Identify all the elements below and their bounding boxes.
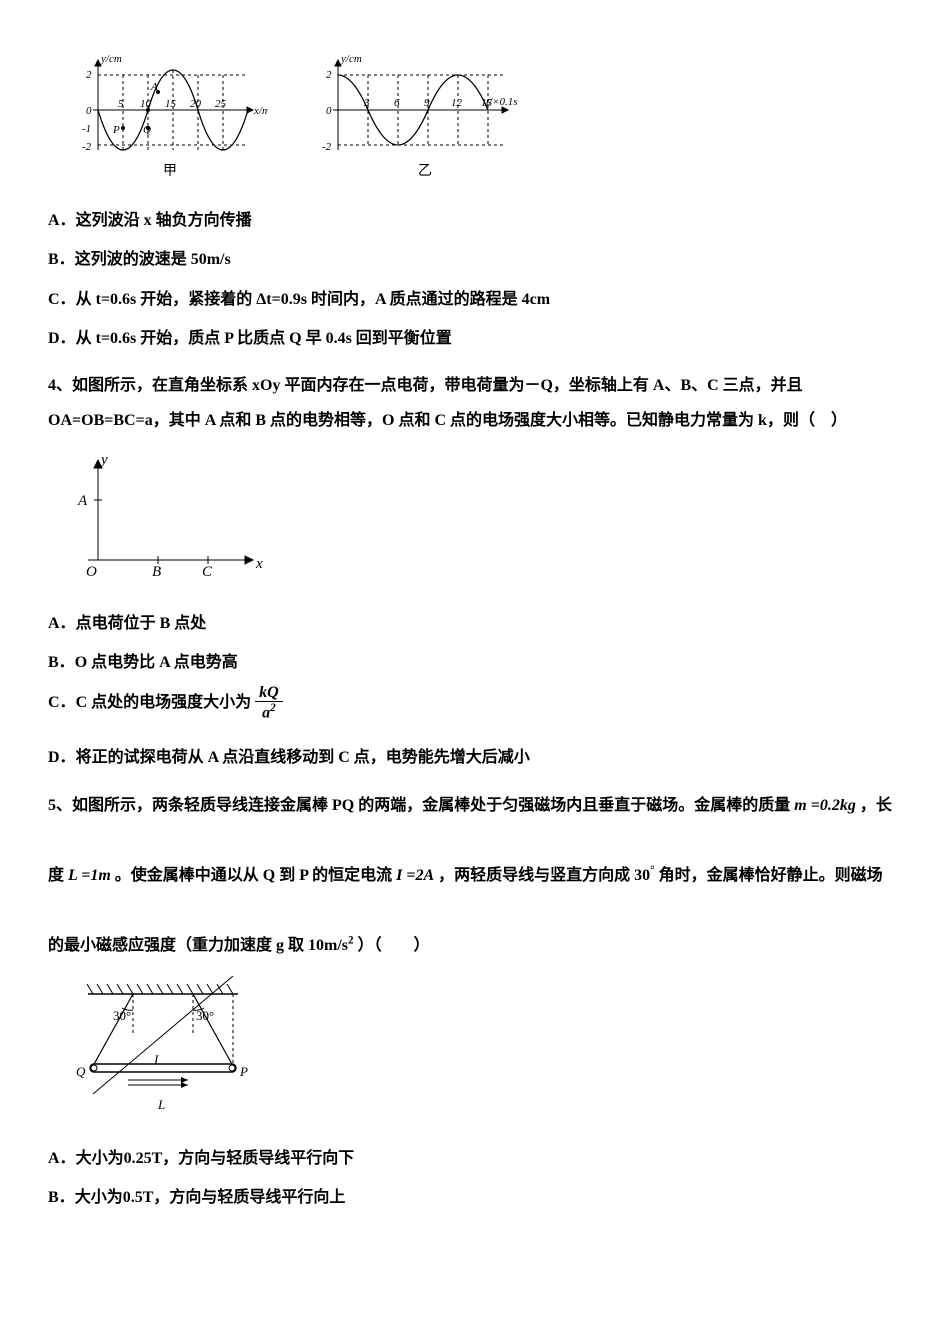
svg-text:Q: Q: [143, 124, 151, 136]
svg-text:2: 2: [326, 69, 332, 81]
q5-length-pre: 度: [48, 867, 64, 884]
q3-option-C: C．从 t=0.6s 开始，紧接着的 Δt=0.9s 时间内，A 质点通过的路程…: [48, 282, 902, 317]
q5-L-label: L: [157, 1097, 165, 1112]
q3-B-text: 这列波的波速是 50m/s: [75, 251, 231, 268]
q5-B-pre: 大小为: [75, 1189, 123, 1206]
q4-diagram: y A O B C x: [68, 450, 902, 593]
q3-option-D: D．从 t=0.6s 开始，质点 P 比质点 Q 早 0.4s 回到平衡位置: [48, 321, 902, 356]
q5-B-val: 0.5T: [123, 1189, 154, 1206]
q3-C-text: 从 t=0.6s 开始，紧接着的 Δt=0.9s 时间内，A 质点通过的路程是 …: [76, 291, 550, 308]
q3-option-A: A．这列波沿 x 轴负方向传播: [48, 203, 902, 238]
q5-p2: 的两端，金属棒处于匀强磁场内且垂直于磁场。金属棒的质量: [358, 797, 790, 814]
q5-mass: m =0.2kg: [794, 797, 856, 814]
caption-left: 甲: [163, 164, 177, 179]
q5-pq: PQ: [332, 797, 354, 814]
q5-I-label: I: [153, 1052, 159, 1067]
q4-option-A: A．点电荷位于 B 点处: [48, 606, 902, 641]
q5-A-val: 0.25T: [124, 1150, 163, 1167]
q5-p7-pre: 的最小磁感应强度（重力加速度 g 取: [48, 937, 304, 954]
q5-A-pre: 大小为: [76, 1150, 124, 1167]
q5-p1: 5、如图所示，两条轻质导线连接金属棒: [48, 797, 328, 814]
svg-text:9: 9: [424, 97, 430, 109]
q5-option-A: A．大小为0.25T，方向与轻质导线平行向下: [48, 1141, 902, 1176]
svg-text:2: 2: [86, 69, 92, 81]
q5-current: I =2A: [396, 867, 434, 884]
svg-text:6: 6: [394, 97, 400, 109]
q5-A-post: ，方向与轻质导线平行向下: [162, 1150, 354, 1167]
svg-text:20: 20: [190, 98, 202, 110]
q4-C-fraction: kQ a2: [255, 684, 283, 723]
q5-B-post: ，方向与轻质导线平行向上: [153, 1189, 345, 1206]
q5-Q-label: Q: [76, 1064, 86, 1079]
svg-text:x/m: x/m: [253, 105, 268, 117]
svg-text:y/cm: y/cm: [100, 53, 122, 65]
q4-stem: 4、如图所示，在直角坐标系 xOy 平面内存在一点电荷，带电荷量为－Q，坐标轴上…: [48, 368, 902, 438]
svg-text:P: P: [112, 124, 120, 136]
q5-p7-post: ）（ ）: [358, 937, 430, 954]
q5-angle-left-label: 30°: [113, 1008, 131, 1023]
svg-text:-2: -2: [82, 141, 92, 153]
wave-figure-left: y/cm x/m 2 0 -1 -2 5 10 15 20 25 A P Q 甲: [68, 50, 268, 193]
q5-length: L =1m: [68, 867, 111, 884]
svg-text:B: B: [152, 564, 161, 580]
svg-text:y/cm: y/cm: [340, 53, 362, 65]
svg-text:12: 12: [451, 97, 463, 109]
svg-text:-1: -1: [82, 123, 91, 135]
wave-figure-right: y/cm t/×0.1s 2 0 -2 3 6 9 12 15 乙: [308, 50, 528, 193]
svg-text:-2: -2: [322, 141, 332, 153]
q5-p5: ，两轻质导线与竖直方向成: [438, 867, 630, 884]
q4-option-D: D．将正的试探电荷从 A 点沿直线移动到 C 点，电势能先增大后减小: [48, 740, 902, 775]
svg-text:0: 0: [86, 105, 92, 117]
q5-angle: 30°: [634, 867, 654, 884]
q5-option-B: B．大小为0.5T，方向与轻质导线平行向上: [48, 1180, 902, 1215]
wave-right-svg: y/cm t/×0.1s 2 0 -2 3 6 9 12 15 乙: [308, 50, 528, 180]
q5-P-label: P: [239, 1064, 248, 1079]
q3-option-B: B．这列波的波速是 50m/s: [48, 242, 902, 277]
q5-p6: 角时，金属棒恰好静止。则磁场: [659, 867, 883, 884]
svg-text:10: 10: [140, 98, 152, 110]
q3-A-text: 这列波沿 x 轴负方向传播: [76, 212, 252, 229]
svg-text:15: 15: [165, 98, 177, 110]
q5-gval: 10m/s2: [308, 937, 354, 954]
q4-B-text: O 点电势比 A 点电势高: [75, 654, 238, 671]
q5-p4: 。使金属棒中通以从 Q 到 P 的恒定电流: [115, 867, 392, 884]
svg-text:x: x: [255, 556, 263, 572]
svg-text:0: 0: [326, 105, 332, 117]
q5-angle-right-label: 30°: [196, 1008, 214, 1023]
q4-C-den: a2: [255, 702, 283, 722]
svg-text:y: y: [99, 452, 108, 468]
svg-text:C: C: [202, 564, 213, 580]
q5-stem: 5、如图所示，两条轻质导线连接金属棒 PQ 的两端，金属棒处于匀强磁场内且垂直于…: [48, 788, 902, 964]
q3-D-text: 从 t=0.6s 开始，质点 P 比质点 Q 早 0.4s 回到平衡位置: [76, 330, 452, 347]
svg-text:25: 25: [215, 98, 227, 110]
q4-D-text: 将正的试探电荷从 A 点沿直线移动到 C 点，电势能先增大后减小: [76, 749, 530, 766]
q4-C-prefix: C 点处的电场强度大小为: [76, 694, 252, 711]
q4-C-num: kQ: [255, 684, 283, 703]
svg-text:O: O: [86, 564, 97, 580]
wave-figure-pair: y/cm x/m 2 0 -1 -2 5 10 15 20 25 A P Q 甲: [68, 50, 902, 193]
svg-text:5: 5: [118, 98, 124, 110]
q5-p3: ，长: [860, 797, 892, 814]
wave-left-svg: y/cm x/m 2 0 -1 -2 5 10 15 20 25 A P Q 甲: [68, 50, 268, 180]
q4-A-text: 点电荷位于 B 点处: [76, 615, 207, 632]
caption-right: 乙: [418, 163, 432, 179]
q4-option-C: C．C 点处的电场强度大小为 kQ a2: [48, 684, 902, 723]
svg-text:A: A: [77, 493, 88, 509]
svg-text:3: 3: [363, 97, 370, 109]
q4-option-B: B．O 点电势比 A 点电势高: [48, 645, 902, 680]
svg-text:15: 15: [481, 97, 493, 109]
q5-diagram: 30° 30° I L Q P: [68, 976, 902, 1129]
